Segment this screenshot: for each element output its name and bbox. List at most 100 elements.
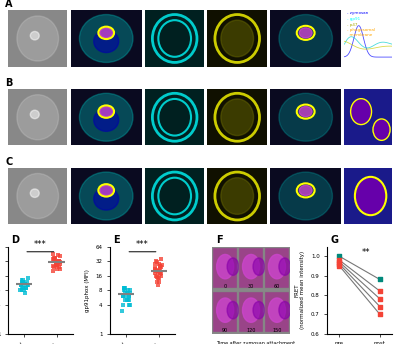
Point bbox=[22, 281, 28, 286]
Point bbox=[25, 276, 31, 281]
Point bbox=[24, 279, 30, 284]
Point bbox=[377, 296, 383, 302]
Point bbox=[336, 257, 343, 263]
Point bbox=[156, 264, 163, 269]
Y-axis label: gp91phox (MFI): gp91phox (MFI) bbox=[85, 269, 90, 312]
Point bbox=[24, 283, 30, 288]
Point bbox=[18, 283, 24, 288]
Point bbox=[22, 281, 28, 286]
Point bbox=[20, 283, 26, 288]
Ellipse shape bbox=[100, 107, 113, 117]
Point bbox=[18, 277, 25, 283]
Point bbox=[24, 283, 31, 288]
Point bbox=[51, 255, 57, 260]
Point bbox=[152, 258, 159, 264]
Ellipse shape bbox=[253, 301, 265, 319]
Text: 120: 120 bbox=[246, 328, 256, 333]
Point bbox=[52, 255, 58, 260]
Ellipse shape bbox=[30, 31, 39, 40]
Point bbox=[51, 257, 57, 262]
Point bbox=[55, 252, 61, 258]
Point bbox=[23, 285, 29, 290]
Ellipse shape bbox=[94, 30, 119, 53]
Point bbox=[125, 290, 132, 296]
Ellipse shape bbox=[30, 189, 39, 197]
Point bbox=[120, 287, 127, 293]
Bar bbox=[265, 292, 289, 332]
Point bbox=[127, 302, 133, 308]
Point bbox=[126, 287, 133, 293]
Point bbox=[154, 267, 160, 273]
Point bbox=[126, 290, 133, 296]
Text: Time after zymosan attachment
(seconds): Time after zymosan attachment (seconds) bbox=[216, 341, 295, 344]
Text: ***: *** bbox=[136, 240, 149, 249]
Bar bbox=[213, 248, 237, 288]
Point bbox=[20, 279, 26, 284]
Point bbox=[17, 287, 24, 293]
Point bbox=[377, 277, 383, 282]
Text: 150: 150 bbox=[272, 328, 282, 333]
Point bbox=[154, 276, 161, 281]
Text: A: A bbox=[5, 0, 12, 9]
Point bbox=[122, 290, 129, 296]
Ellipse shape bbox=[100, 28, 113, 38]
Text: C: C bbox=[5, 157, 12, 167]
Text: - p47: - p47 bbox=[347, 23, 357, 27]
Point bbox=[152, 266, 158, 272]
Point bbox=[54, 260, 60, 265]
Point bbox=[157, 272, 164, 277]
Point bbox=[122, 285, 128, 290]
Ellipse shape bbox=[221, 178, 254, 214]
Text: 90: 90 bbox=[222, 328, 228, 333]
Point bbox=[158, 257, 164, 262]
Point bbox=[152, 270, 158, 276]
Point bbox=[377, 288, 383, 294]
Point bbox=[54, 263, 60, 268]
Ellipse shape bbox=[279, 258, 290, 275]
Point bbox=[54, 266, 60, 272]
Point bbox=[52, 256, 58, 261]
Point bbox=[124, 297, 130, 303]
Point bbox=[22, 290, 28, 296]
Point bbox=[158, 273, 165, 278]
Ellipse shape bbox=[374, 120, 389, 139]
Point bbox=[56, 258, 62, 264]
Ellipse shape bbox=[94, 109, 119, 131]
Point bbox=[126, 297, 132, 303]
Point bbox=[50, 264, 56, 269]
Point bbox=[124, 290, 130, 296]
Text: D: D bbox=[11, 235, 19, 245]
Point bbox=[156, 261, 162, 267]
Ellipse shape bbox=[227, 301, 239, 319]
Point bbox=[18, 279, 25, 284]
Point bbox=[56, 258, 62, 264]
Ellipse shape bbox=[227, 258, 239, 275]
Point bbox=[121, 293, 128, 299]
Y-axis label: FRET
(normalized mean intensity): FRET (normalized mean intensity) bbox=[294, 251, 305, 329]
Ellipse shape bbox=[217, 298, 234, 322]
Point bbox=[51, 265, 58, 270]
Point bbox=[154, 260, 160, 265]
Point bbox=[53, 262, 59, 267]
Text: G: G bbox=[330, 235, 338, 245]
Ellipse shape bbox=[80, 172, 133, 220]
Point bbox=[155, 283, 162, 288]
Ellipse shape bbox=[17, 95, 58, 140]
Point bbox=[53, 261, 60, 267]
Point bbox=[20, 281, 27, 286]
Text: E: E bbox=[113, 235, 120, 245]
Ellipse shape bbox=[80, 14, 133, 63]
Ellipse shape bbox=[17, 173, 58, 218]
Point bbox=[18, 285, 25, 290]
Point bbox=[158, 270, 164, 276]
Text: - zymosan: - zymosan bbox=[347, 11, 368, 15]
Point bbox=[126, 293, 132, 299]
Point bbox=[22, 285, 29, 290]
Point bbox=[336, 263, 343, 269]
Point bbox=[121, 285, 127, 290]
Ellipse shape bbox=[299, 107, 312, 117]
Point bbox=[156, 264, 163, 269]
Bar bbox=[239, 248, 263, 288]
Point bbox=[53, 260, 60, 265]
Text: - gp91: - gp91 bbox=[347, 17, 360, 21]
